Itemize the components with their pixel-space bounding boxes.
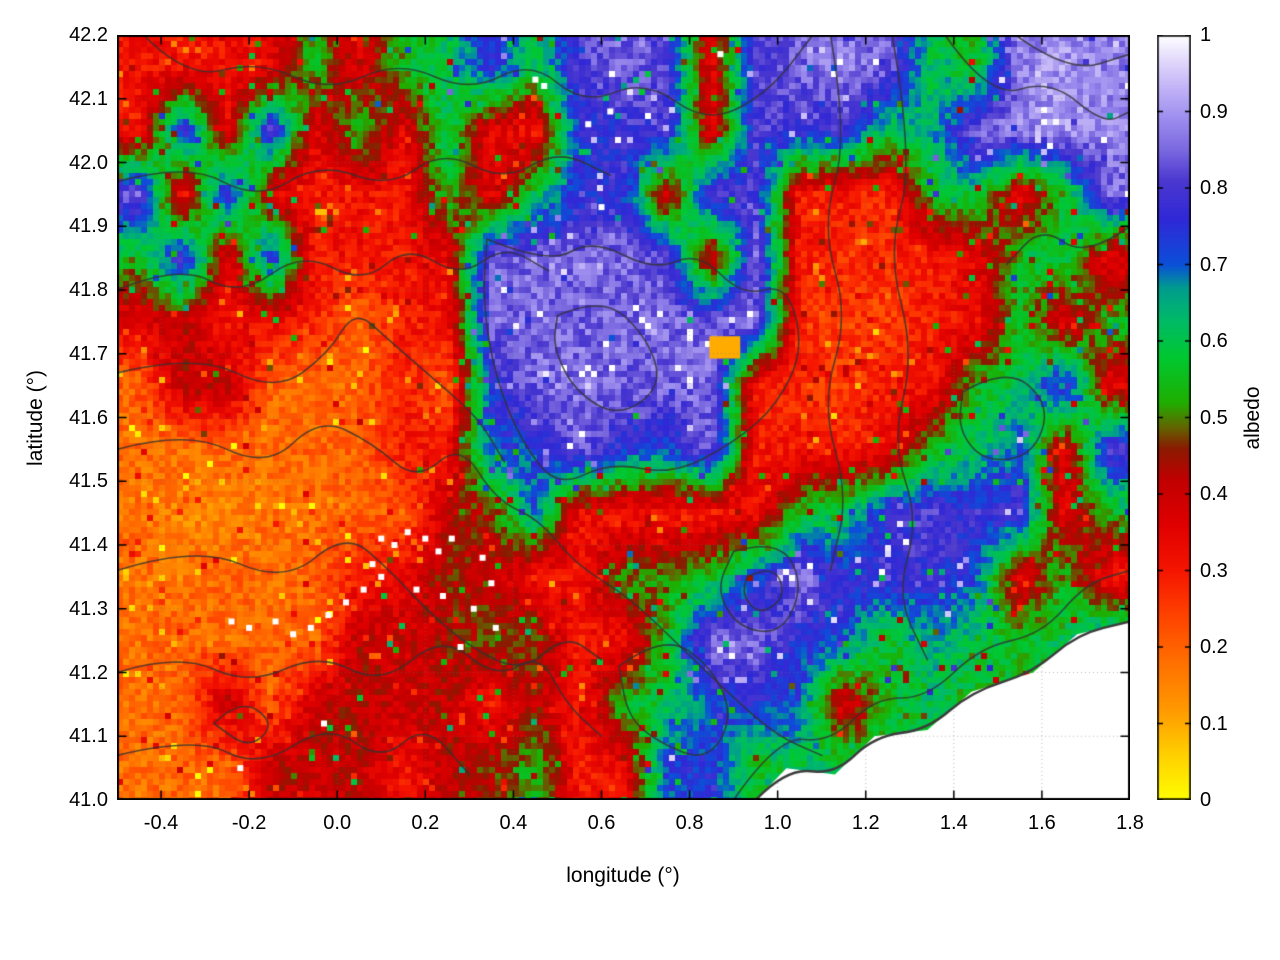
y-tick-label: 41.3 <box>69 597 108 620</box>
colorbar-tick-label: 1 <box>1200 24 1212 46</box>
colorbar-tick-label: 0 <box>1200 789 1212 811</box>
colorbar-tick-label: 0.9 <box>1200 100 1228 123</box>
x-tick-label: -0.4 <box>143 812 179 834</box>
y-tick-label: 41.8 <box>69 279 108 301</box>
x-tick-label: 1.2 <box>851 812 880 834</box>
colorbar-label: albedo <box>1241 386 1264 450</box>
colorbar-tick-label: 0.2 <box>1200 636 1228 658</box>
colorbar-tick-label: 0.5 <box>1200 406 1228 429</box>
x-tick-label: 0.6 <box>587 812 616 834</box>
y-tick-label: 41.6 <box>69 406 108 429</box>
x-tick-label: 0.4 <box>499 812 528 834</box>
colorbar <box>1157 35 1191 800</box>
colorbar-tick-label: 0.7 <box>1200 253 1228 276</box>
y-axis-label: latitude (°) <box>24 370 47 466</box>
x-axis-label: longitude (°) <box>566 864 680 887</box>
x-tick-label: -0.2 <box>231 812 267 834</box>
x-tick-label: 1.6 <box>1028 812 1056 834</box>
y-tick-label: 42.0 <box>69 151 108 174</box>
colorbar-tick-label: 0.1 <box>1200 712 1228 735</box>
y-tick-label: 42.1 <box>69 87 108 110</box>
colorbar-canvas <box>1157 35 1191 800</box>
y-tick-label: 41.5 <box>69 470 108 493</box>
y-tick-label: 41.9 <box>69 215 108 238</box>
y-tick-label: 42.2 <box>69 24 108 46</box>
heatmap-canvas <box>117 35 1130 800</box>
colorbar-tick-label: 0.8 <box>1200 177 1228 199</box>
y-tick-label: 41.0 <box>69 789 108 811</box>
plot-area <box>117 35 1130 800</box>
y-tick-label: 41.7 <box>69 342 108 365</box>
x-tick-label: 1.0 <box>763 812 792 834</box>
colorbar-tick-label: 0.4 <box>1200 483 1228 505</box>
x-tick-label: 0.0 <box>323 812 352 834</box>
x-tick-label: 1.4 <box>939 812 968 834</box>
colorbar-tick-label: 0.3 <box>1200 559 1228 582</box>
x-tick-label: 0.2 <box>411 812 440 834</box>
y-tick-label: 41.1 <box>69 725 108 748</box>
y-tick-label: 41.2 <box>69 661 108 684</box>
colorbar-tick-label: 0.6 <box>1200 330 1228 352</box>
x-tick-label: 1.8 <box>1116 812 1144 834</box>
x-tick-label: 0.8 <box>675 812 704 834</box>
y-tick-label: 41.4 <box>69 534 108 556</box>
